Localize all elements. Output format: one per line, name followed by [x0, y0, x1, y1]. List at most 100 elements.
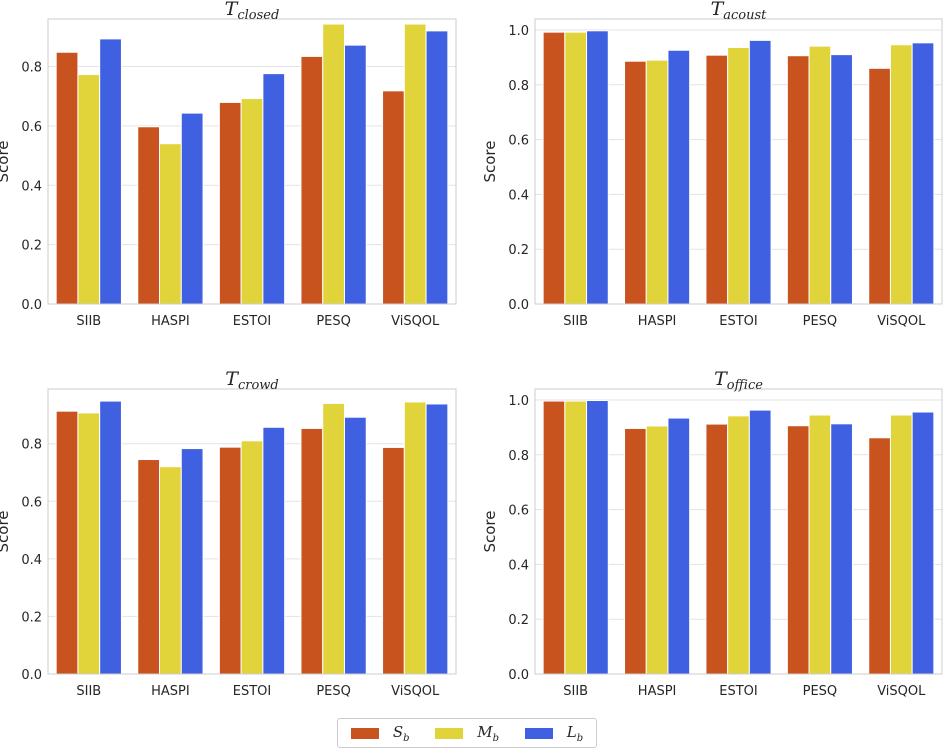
bar-pesq-m-b — [322, 402, 345, 675]
chart-panel-closed: 0.0 0.2 0.4 0.6 0.8 SIIB HASPI ESTOI PESQ ViSQOL S… — [0, 0, 457, 329]
axes-frame — [534, 18, 943, 305]
legend-label-m-b: Mb — [477, 722, 500, 744]
y-axis-label: Score — [481, 140, 499, 182]
x-tick-label: PESQ — [316, 684, 351, 699]
y-tick-label: 0.6 — [21, 495, 42, 510]
bar-visqol-s-b — [868, 437, 891, 675]
x-tick-label: HASPI — [638, 684, 677, 699]
y-tick-label: 0.0 — [21, 298, 42, 313]
bar-siib-m-b — [564, 31, 588, 305]
bar-pesq-l-b — [343, 44, 367, 305]
y-tick-label: 0.4 — [508, 558, 529, 573]
chart-title: Tacoust — [711, 0, 768, 23]
bar-visqol-l-b — [911, 42, 935, 305]
x-tick-label: ESTOI — [719, 314, 757, 329]
bar-siib-m-b — [77, 412, 101, 675]
x-tick-label: HASPI — [151, 684, 190, 699]
bar-visqol-l-b — [911, 411, 935, 675]
x-tick-label: ViSQOL — [391, 314, 440, 329]
bar-haspi-l-b — [667, 49, 691, 305]
bar-pesq-m-b — [808, 45, 832, 305]
x-tick-label: SIIB — [76, 684, 101, 699]
bar-estoi-l-b — [748, 409, 772, 675]
bar-siib-m-b — [77, 74, 101, 305]
bar-siib-l-b — [586, 30, 609, 305]
legend-label-l-b: Lb — [566, 722, 584, 744]
y-tick-label: 0.2 — [21, 239, 42, 254]
bar-visqol-s-b — [382, 90, 405, 305]
bar-haspi-m-b — [159, 466, 182, 675]
chart-panel-crowd: 0.0 0.2 0.4 0.6 0.8 SIIB HASPI ESTOI PESQ ViSQOL S… — [0, 368, 457, 699]
x-tick-label: ESTOI — [233, 684, 271, 699]
bar-haspi-s-b — [137, 459, 161, 675]
legend-item-m-b: Mb — [435, 723, 499, 744]
bar-estoi-l-b — [748, 39, 772, 305]
bar-estoi-m-b — [240, 98, 264, 305]
chart-title: Toffice — [714, 368, 763, 393]
legend-swatch-m-b — [435, 727, 464, 739]
bar-siib-s-b — [542, 31, 566, 305]
y-axis-label: Score — [0, 510, 12, 552]
bar-visqol-s-b — [868, 67, 891, 305]
bar-pesq-s-b — [300, 427, 324, 675]
bar-pesq-l-b — [830, 423, 853, 675]
x-tick-label: ViSQOL — [391, 684, 440, 699]
bar-siib-s-b — [55, 410, 79, 675]
y-tick-label: 0.6 — [508, 504, 529, 519]
x-tick-label: SIIB — [563, 314, 588, 329]
bar-estoi-s-b — [705, 54, 729, 305]
bar-haspi-s-b — [624, 60, 647, 305]
legend-item-s-b: Sb — [350, 722, 410, 744]
bar-estoi-l-b — [262, 426, 286, 675]
bar-haspi-l-b — [180, 112, 204, 305]
y-tick-label: 1.0 — [508, 24, 529, 39]
bar-pesq-m-b — [322, 23, 345, 305]
bar-haspi-m-b — [645, 59, 669, 305]
y-tick-label: 0.2 — [508, 243, 529, 258]
bar-estoi-m-b — [727, 47, 750, 305]
axes-frame — [47, 388, 457, 675]
chart-panel-office: 0.0 0.2 0.4 0.6 0.8 1.0 SIIB HASPI ESTOI PESQ ViSQ… — [481, 368, 943, 699]
x-tick-label: SIIB — [563, 684, 588, 699]
y-axis-label: Score — [0, 140, 12, 182]
y-tick-label: 0.8 — [508, 79, 529, 94]
chart-panel-acoust: 0.0 0.2 0.4 0.6 0.8 1.0 SIIB HASPI ESTOI PESQ ViSQ… — [481, 0, 943, 329]
y-tick-label: 0.4 — [21, 179, 42, 194]
y-tick-label: 0.6 — [508, 134, 529, 149]
x-tick-label: PESQ — [803, 684, 838, 699]
y-tick-label: 0.4 — [508, 188, 529, 203]
bar-estoi-s-b — [218, 446, 242, 675]
bar-haspi-m-b — [645, 425, 669, 675]
bar-estoi-m-b — [727, 415, 750, 675]
axes-frame — [47, 18, 457, 305]
bar-visqol-l-b — [425, 403, 449, 675]
legend: Sb Mb Lb — [337, 718, 597, 748]
x-tick-label: ViSQOL — [877, 684, 926, 699]
y-tick-label: 0.8 — [508, 449, 529, 464]
bar-visqol-m-b — [889, 414, 913, 675]
y-tick-label: 0.4 — [21, 553, 42, 568]
bar-pesq-l-b — [343, 416, 367, 675]
y-tick-label: 0.0 — [21, 668, 42, 683]
bar-pesq-s-b — [300, 55, 324, 305]
bar-pesq-s-b — [786, 425, 810, 675]
x-tick-label: ViSQOL — [877, 314, 926, 329]
y-tick-label: 0.2 — [508, 613, 529, 628]
bar-estoi-s-b — [705, 423, 729, 675]
bar-haspi-s-b — [137, 126, 161, 305]
y-tick-label: 0.6 — [21, 120, 42, 135]
x-tick-label: HASPI — [151, 314, 190, 329]
bar-siib-l-b — [586, 400, 609, 675]
x-tick-label: PESQ — [803, 314, 838, 329]
axes-frame — [534, 388, 943, 675]
chart-title: Tcrowd — [225, 368, 278, 393]
legend-label-s-b: Sb — [392, 722, 410, 744]
bar-pesq-m-b — [808, 414, 832, 675]
x-tick-label: SIIB — [76, 314, 101, 329]
bar-siib-m-b — [564, 400, 588, 675]
bar-haspi-l-b — [180, 448, 204, 675]
bar-siib-s-b — [55, 51, 79, 305]
y-tick-label: 1.0 — [508, 394, 529, 409]
x-tick-label: HASPI — [638, 314, 677, 329]
